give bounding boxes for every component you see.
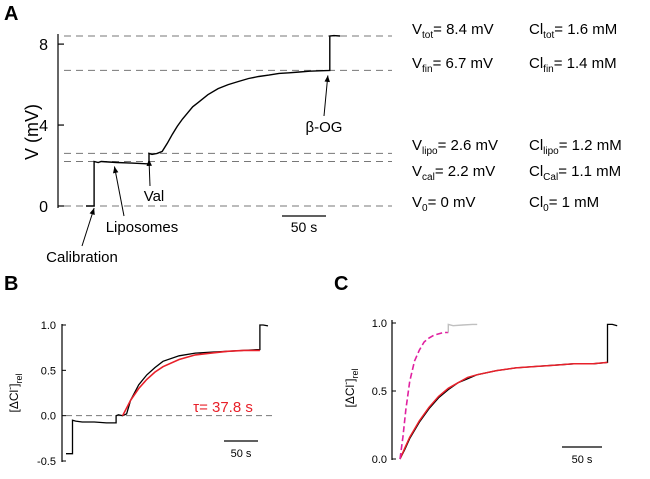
voltage-label: Vfin= 6.7 mV — [412, 55, 493, 75]
concentration-label: Cl0= 1 mM — [529, 194, 599, 214]
voltage-label: V0= 0 mV — [412, 194, 476, 214]
annotation-arrow-head — [112, 166, 119, 174]
annotation-label: β-OG — [306, 119, 343, 136]
panel-letter-a: A — [4, 3, 18, 25]
panel-b-y-label: [ΔCl-]rel — [5, 373, 24, 412]
panel-b-y-tick-label: -0.5 — [37, 456, 56, 468]
panel-a-voltage-trace — [86, 34, 341, 207]
concentration-label: Clfin= 1.4 mM — [529, 55, 617, 75]
concentration-label: ClCal= 1.1 mM — [529, 163, 621, 183]
panel-c-y-label: [ΔCl-]rel — [341, 368, 360, 407]
panel-c-slow-fit — [399, 361, 608, 460]
panel-a-y-tick-label: 8 — [39, 37, 48, 54]
panel-c-y-label-sup: - — [341, 382, 351, 385]
annotation-label: Val — [144, 188, 165, 205]
panel-a-y-tick-label: 0 — [39, 199, 48, 216]
panel-c-y-label-main: [ΔCl — [343, 385, 357, 408]
panel-b-y-label-sup: - — [5, 387, 15, 390]
panel-b-y-tick-label: 0.5 — [41, 365, 56, 377]
concentration-label: Cllipo= 1.2 mM — [529, 137, 622, 157]
panel-c-slow-trace — [399, 323, 618, 460]
annotation-arrow-head — [89, 208, 95, 215]
annotation-label: Liposomes — [106, 219, 179, 236]
panel-a-chart: 0 4 8 Vtot= 8.4 mV Cltot= 1.6 mM Vfin= 6.7 m… — [22, 21, 622, 266]
panel-c-y-tick-label: 0.0 — [372, 454, 387, 466]
panel-b-data-trace — [66, 324, 269, 455]
panel-c-fast-fit — [399, 331, 449, 460]
annotation-label: Calibration — [46, 249, 118, 266]
annotation-arrow-shaft — [323, 75, 329, 117]
annotation-arrow-head — [146, 159, 152, 166]
panel-c-gray-trace — [447, 323, 478, 333]
panel-b-y-label-sub: rel — [14, 373, 24, 383]
panel-b-y-tick-label: 1.0 — [41, 320, 56, 332]
tau-label: τ= 37.8 s — [193, 399, 253, 416]
panel-letter-c: C — [334, 273, 348, 295]
concentration-label: Cltot= 1.6 mM — [529, 21, 617, 41]
panel-b-y-tick-label: 0.0 — [41, 411, 56, 423]
panel-b-fit-curve — [121, 349, 260, 417]
panel-c-y-tick-label: 0.5 — [372, 386, 387, 398]
panel-c-y-label-sub: rel — [350, 368, 360, 378]
panel-b-y-label-main: [ΔCl — [7, 390, 21, 413]
panel-c-y-tick-label: 1.0 — [372, 318, 387, 330]
panel-letter-b: B — [4, 273, 18, 295]
panel-c-scale-bar-label: 50 s — [572, 454, 593, 466]
panel-a-y-label: V (mV) — [22, 104, 42, 160]
panel-c-y-label-close: ] — [343, 378, 357, 381]
panel-a-y-tick-label: 4 — [39, 118, 48, 135]
annotation-arrow-shaft — [113, 166, 125, 217]
annotation-arrow-shaft — [81, 207, 95, 247]
panel-b-scale-bar-label: 50 s — [231, 448, 252, 460]
voltage-label: Vcal= 2.2 mV — [412, 163, 495, 183]
voltage-label: Vtot= 8.4 mV — [412, 21, 494, 41]
panel-b-chart: -0.5 0.0 0.5 1.0 50 s τ= 37.8 s [ΔCl-]rel — [5, 320, 272, 468]
annotation-arrow-head — [324, 75, 330, 83]
voltage-label: Vlipo= 2.6 mV — [412, 137, 498, 157]
panel-a-scale-bar-label: 50 s — [291, 219, 317, 235]
panel-c-chart: 0.0 0.5 1.0 50 s [ΔCl-]rel — [341, 318, 618, 466]
panel-b-y-label-close: ] — [7, 383, 21, 386]
